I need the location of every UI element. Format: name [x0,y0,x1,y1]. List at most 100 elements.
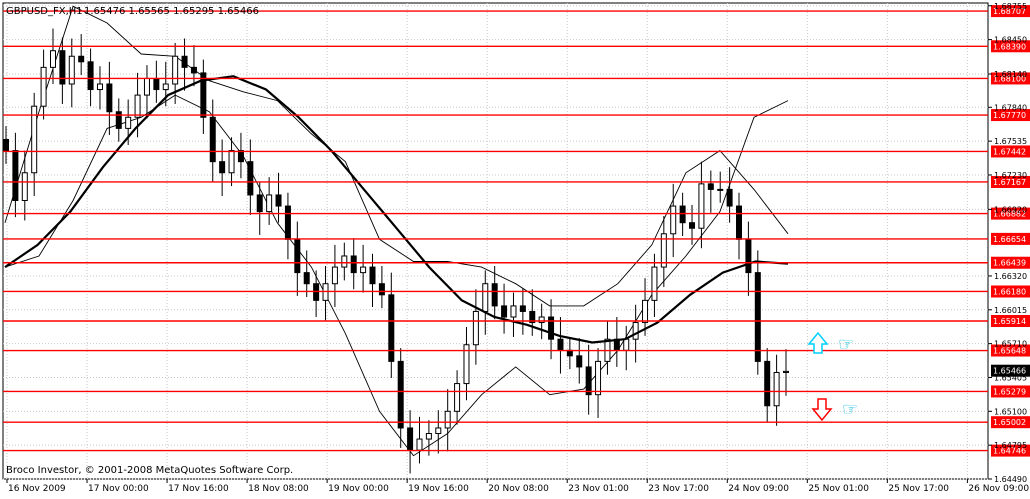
candle-body [21,172,28,202]
candle [444,389,451,452]
candle [754,250,761,375]
candle [783,349,789,396]
candle-body [632,322,639,340]
y-tick-label: 1.64795 [994,441,1027,450]
candle [228,137,235,187]
candle-body [125,116,132,129]
candle [651,253,658,318]
candle-body [134,94,141,118]
level-tag-label: 1.67167 [993,178,1026,187]
level-tag-label: 1.65002 [993,418,1026,427]
up-arrow-icon [807,331,829,354]
y-tick-label: 1.67535 [994,137,1027,146]
candle-body [783,370,789,373]
y-tick-label: 1.68140 [994,70,1027,79]
candle [529,289,536,336]
candlesticks [3,28,789,474]
candle-body [454,383,461,412]
candle-body [773,371,780,407]
candle-body [435,427,442,435]
y-tick-label: 1.68450 [994,36,1027,45]
bollinger-bands [4,5,789,457]
time-axis: 16 Nov 2009 17 Nov 00:00 17 Nov 16:00 18 No… [6,479,1029,494]
bollinger-lower-line [4,94,789,457]
candle-body [529,310,536,324]
candle [115,98,122,142]
current-price-label: 1.65466 [993,367,1026,376]
candle [660,216,667,288]
candle-body [87,61,94,91]
bollinger-upper-line [4,5,789,307]
x-tick-label: 25 Nov 01:00 [808,484,869,494]
candle-body [360,266,367,274]
candle [68,38,75,108]
candle-body [68,55,75,85]
candle-body [764,360,771,407]
level-tag [991,207,1030,220]
candle [219,139,226,197]
moving-average [4,75,789,344]
candle [341,242,348,281]
candle-body [228,150,235,174]
candle-body [294,238,301,274]
level-tag [991,285,1030,298]
candle [435,410,442,454]
x-tick-label: 19 Nov 16:00 [408,484,469,494]
candle-body [519,305,526,312]
candle-body [642,299,649,324]
down-arrow-icon [811,398,833,422]
candle-body [172,55,179,85]
candle [331,244,338,308]
candle [172,42,179,104]
candle-body [651,266,658,301]
y-tick-label: 1.65405 [994,373,1027,382]
level-tag [991,175,1030,188]
x-tick-label: 17 Nov 00:00 [88,484,149,494]
y-tick-label: 1.66920 [994,205,1027,214]
chart-ohlc: 1.65476 1.65565 1.65295 1.65466 [84,6,259,17]
candle-body [482,283,489,312]
y-tick-label: 1.64490 [994,475,1027,484]
candle-body [247,161,254,196]
candle [275,172,282,223]
candle [425,420,432,456]
candle [256,181,263,235]
candle-body [31,105,38,174]
candle [350,238,357,290]
candle [209,99,216,182]
y-tick-label: 1.67230 [994,171,1027,180]
level-tag [991,256,1030,269]
candle [96,66,103,110]
x-tick-label: 19 Nov 00:00 [328,484,389,494]
price-axis: 1.68755 1.68450 1.68140 1.67840 1.67535 1.672… [988,2,1027,484]
level-tag-label: 1.65279 [993,387,1026,396]
candle-body [679,205,686,224]
candle-body [557,338,564,351]
candle [717,171,724,203]
candle-body [115,111,122,129]
horizontal-levels: 1.68707 1.68390 1.68100 1.67770 1.67442 1.671… [3,5,1030,457]
candle [773,354,780,426]
candle [106,61,113,136]
candle-body [736,205,743,240]
level-tag-label: 1.66654 [993,235,1026,244]
candle-body [698,183,705,229]
level-tag-label: 1.66180 [993,287,1026,296]
candle [266,177,273,225]
candle [200,59,207,134]
candle-body [388,294,395,362]
candle-body [548,316,555,340]
x-tick-label: 25 Nov 17:00 [888,484,949,494]
candle-body [40,66,47,107]
candle [585,344,592,415]
candle-body [181,55,188,68]
level-tag [991,416,1030,429]
candle-body [266,194,273,213]
level-tag-label: 1.68390 [993,42,1026,51]
candle-body [378,283,385,296]
candle [510,292,517,337]
hand-down-icon: ☞ [842,399,858,420]
level-tag [991,314,1030,327]
